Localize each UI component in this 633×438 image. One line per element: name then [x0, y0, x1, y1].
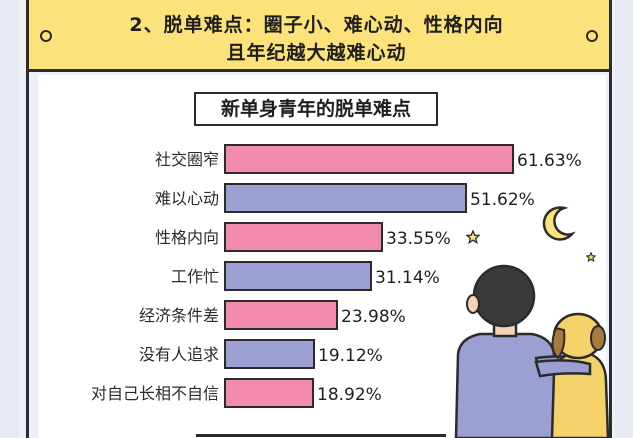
star-icon — [586, 252, 596, 262]
value-label: 31.14% — [375, 268, 440, 288]
category-label: 工作忙 — [171, 267, 219, 286]
value-label: 23.98% — [341, 307, 406, 327]
bar — [224, 222, 383, 252]
bar — [224, 261, 372, 291]
header-title-line2: 且年纪越大越难心动 — [226, 42, 407, 64]
value-label: 51.62% — [470, 190, 535, 210]
header-banner — [26, 0, 612, 72]
bar — [224, 144, 514, 174]
header-dot-right — [586, 30, 598, 42]
right-gutter — [615, 0, 633, 438]
bar — [224, 378, 314, 408]
category-label: 社交圈窄 — [155, 150, 219, 169]
value-label: 33.55% — [386, 229, 451, 249]
star-icon — [466, 230, 480, 244]
value-label: 61.63% — [517, 151, 582, 171]
bar — [224, 183, 467, 213]
moon-icon — [542, 206, 576, 241]
bar — [224, 300, 338, 330]
category-label: 性格内向 — [155, 228, 219, 247]
left-gutter — [0, 0, 18, 438]
category-label: 经济条件差 — [139, 306, 219, 325]
value-label: 18.92% — [317, 385, 382, 405]
person-and-dog-illustration — [454, 264, 610, 438]
value-label: 19.12% — [318, 346, 383, 366]
category-label: 对自己长相不自信 — [91, 384, 219, 403]
category-label: 没有人追求 — [139, 345, 219, 364]
category-label: 难以心动 — [155, 189, 219, 208]
header-title-line1: 2、脱单难点：圈子小、难心动、性格内向 — [129, 14, 504, 36]
bottom-divider — [196, 434, 446, 437]
header-dot-left — [40, 30, 52, 42]
bar — [224, 339, 315, 369]
chart-title: 新单身青年的脱单难点 — [194, 92, 438, 126]
